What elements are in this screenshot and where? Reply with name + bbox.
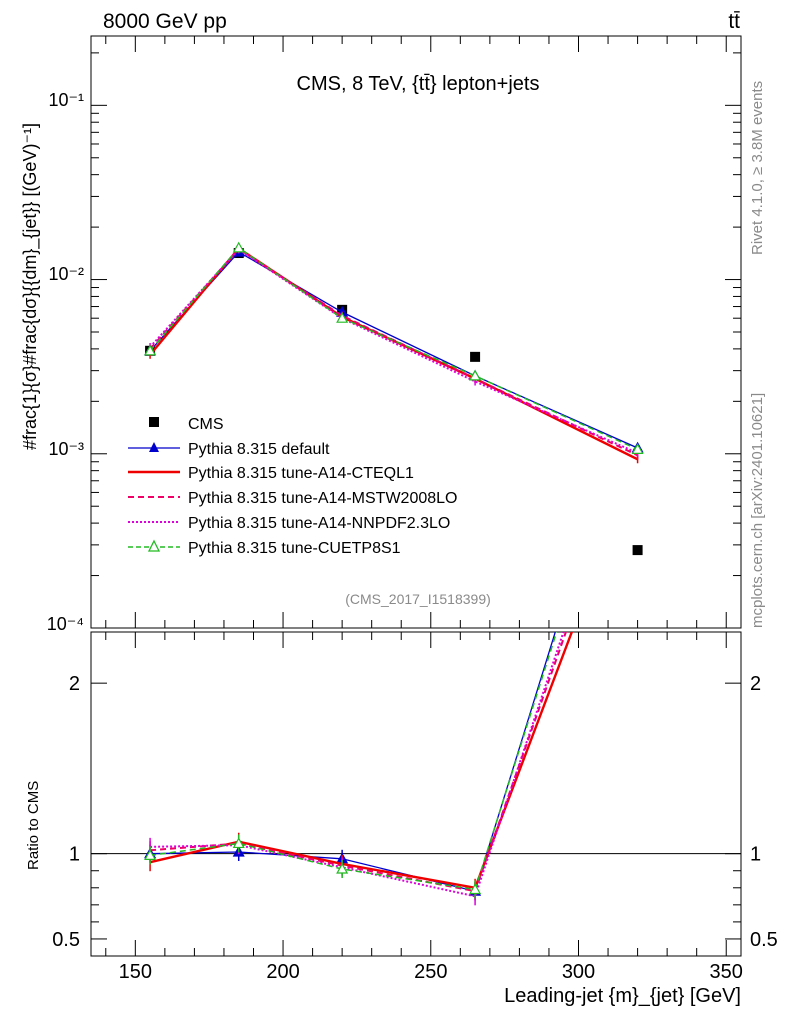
energy-label: 8000 GeV pp [103,10,227,33]
main-ylabel: #frac{1}{σ}#frac{dσ}{{dm}_{jet}} [(GeV)⁻… [20,123,41,450]
process-label: tt̄ [728,10,740,33]
main-title: CMS, 8 TeV, {tt̄} lepton+jets [297,73,540,95]
side-label-top: Rivet 4.1.0, ≥ 3.8M events [749,81,766,255]
legend-marker-cms [149,417,159,427]
data-point-cms [632,545,643,556]
ratio-point-pythia-8-315-tune-cuetp8s1 [232,837,245,849]
ratio-point-pythia-8-315-tune-cuetp8s1 [144,849,157,860]
ratio-point-pythia-8-315-tune-cuetp8s1 [469,883,482,895]
ytick-label-1e-1: 10⁻¹ [48,90,84,110]
ratio-ytick-label: 1 [69,844,80,866]
xtick-label: 300 [562,961,595,983]
data-point-pythia-8-315-tune-cuetp8s1 [232,241,245,253]
xtick-label: 250 [414,961,447,983]
ratio-point-pythia-8-315-default [633,361,643,370]
legend-label-nnpdf: Pythia 8.315 tune-A14-NNPDF2.3LO [188,515,450,532]
watermark: (CMS_2017_I1518399) [345,591,491,607]
data-point-pythia-8-315-tune-cuetp8s1 [144,344,157,356]
legend-marker-cuetp8s1 [147,539,161,552]
ytick-label-1e-4: 10⁻⁴ [47,614,84,634]
data-point-pythia-8-315-tune-cuetp8s1 [336,311,349,323]
ratio-ytick-label-right: 1 [750,844,761,866]
ratio-ylabel: Ratio to CMS [25,781,42,870]
legend-label-cuetp8s1: Pythia 8.315 tune-CUETP8S1 [188,540,401,557]
ratio-line-pythia-8-315-tune-a14-nnpdf2-3lo [150,632,565,898]
ytick-label-1e-3: 10⁻³ [48,439,84,459]
ratio-ytick-label: 2 [69,673,80,695]
legend-label-default: Pythia 8.315 default [188,441,330,458]
ratio-series-group [144,361,643,906]
main-series-group [144,241,644,556]
legend-marker-default [149,442,159,452]
data-point-cms [470,351,481,362]
xtick-label: 200 [266,961,299,983]
data-point-pythia-8-315-tune-cuetp8s1 [631,443,644,454]
legend: CMS Pythia 8.315 default Pythia 8.315 tu… [128,416,457,557]
ratio-axis-ticks [91,632,741,956]
legend-label-cteql1: Pythia 8.315 tune-A14-CTEQL1 [188,465,414,482]
xtick-label: 150 [119,961,152,983]
data-point-pythia-8-315-tune-cuetp8s1 [469,369,482,381]
ratio-point-pythia-8-315-tune-cuetp8s1 [336,862,349,874]
ratio-point-pythia-8-315-tune-cuetp8s1 [633,371,643,380]
legend-label-mstw: Pythia 8.315 tune-A14-MSTW2008LO [188,490,457,507]
xtick-label: 350 [710,961,743,983]
ytick-label-1e-2: 10⁻² [48,264,84,284]
main-axis-ticks [91,36,741,629]
legend-label-cms: CMS [188,416,224,433]
x-axis-label: Leading-jet {m}_{jet} [GeV] [504,985,741,1007]
ratio-ytick-label-right: 2 [750,673,761,695]
ratio-ytick-label: 0.5 [52,929,80,951]
ratio-ytick-label-right: 0.5 [750,929,778,951]
side-label-bottom: mcplots.cern.ch [arXiv:2401.10621] [749,393,766,628]
x-tick-labels: 150 200 250 300 350 [119,961,743,983]
series-line-pythia-8-315-tune-a14-mstw2008lo [149,247,639,457]
ratio-tick-labels: 0.5 0.5 1 1 2 2 [52,673,778,951]
ratio-panel-frame [90,631,742,957]
